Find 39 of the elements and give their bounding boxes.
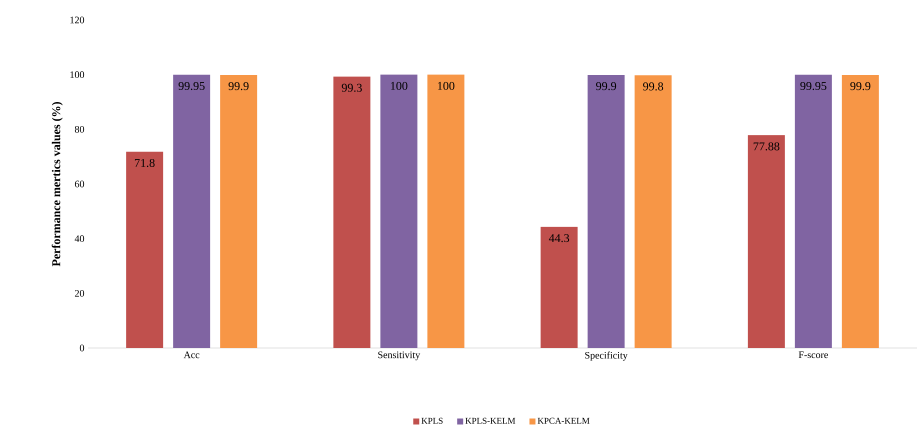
- data-label: 99.95: [178, 82, 205, 90]
- bar: [842, 74, 879, 348]
- y-tick-label: 20: [74, 290, 84, 297]
- y-tick-label: 60: [74, 180, 84, 188]
- data-label: 44.3: [548, 234, 570, 242]
- data-label: 99.9: [596, 82, 616, 90]
- data-label: 99.9: [228, 82, 249, 90]
- legend-label: KPLS: [422, 418, 443, 424]
- x-tick-label: Specificity: [585, 352, 628, 361]
- bar: [126, 152, 164, 348]
- y-tick-label: 0: [80, 344, 84, 352]
- data-label: 99.9: [850, 82, 870, 90]
- data-label: 99.8: [643, 82, 664, 91]
- x-tick-label: Acc: [184, 352, 200, 358]
- bar: [333, 76, 370, 348]
- data-label: 100: [390, 82, 408, 90]
- bar: [540, 226, 578, 348]
- data-label: 100: [438, 82, 454, 90]
- y-axis-title: Performance mertics values (%): [52, 102, 63, 266]
- legend-label: KPCA-KELM: [538, 418, 590, 424]
- bar: [588, 74, 625, 348]
- data-label: 77.88: [754, 142, 780, 150]
- bar: [794, 74, 832, 348]
- bar: [748, 135, 785, 348]
- x-tick-label: F-score: [798, 352, 828, 358]
- y-tick-label: 120: [70, 16, 84, 24]
- legend-label: KPLS-KELM: [465, 418, 516, 424]
- bar: [634, 75, 672, 348]
- y-tick-label: 40: [74, 235, 84, 242]
- bar: [173, 74, 210, 348]
- y-tick-label: 80: [74, 126, 84, 133]
- bar: [380, 74, 418, 348]
- x-tick-label: Sensitivity: [378, 352, 420, 360]
- bar: [427, 74, 464, 348]
- bar: [220, 74, 258, 348]
- y-tick-label: 100: [70, 71, 84, 78]
- data-label: 99.3: [342, 84, 362, 92]
- data-label: 99.95: [800, 82, 826, 90]
- data-label: 71.8: [134, 158, 155, 168]
